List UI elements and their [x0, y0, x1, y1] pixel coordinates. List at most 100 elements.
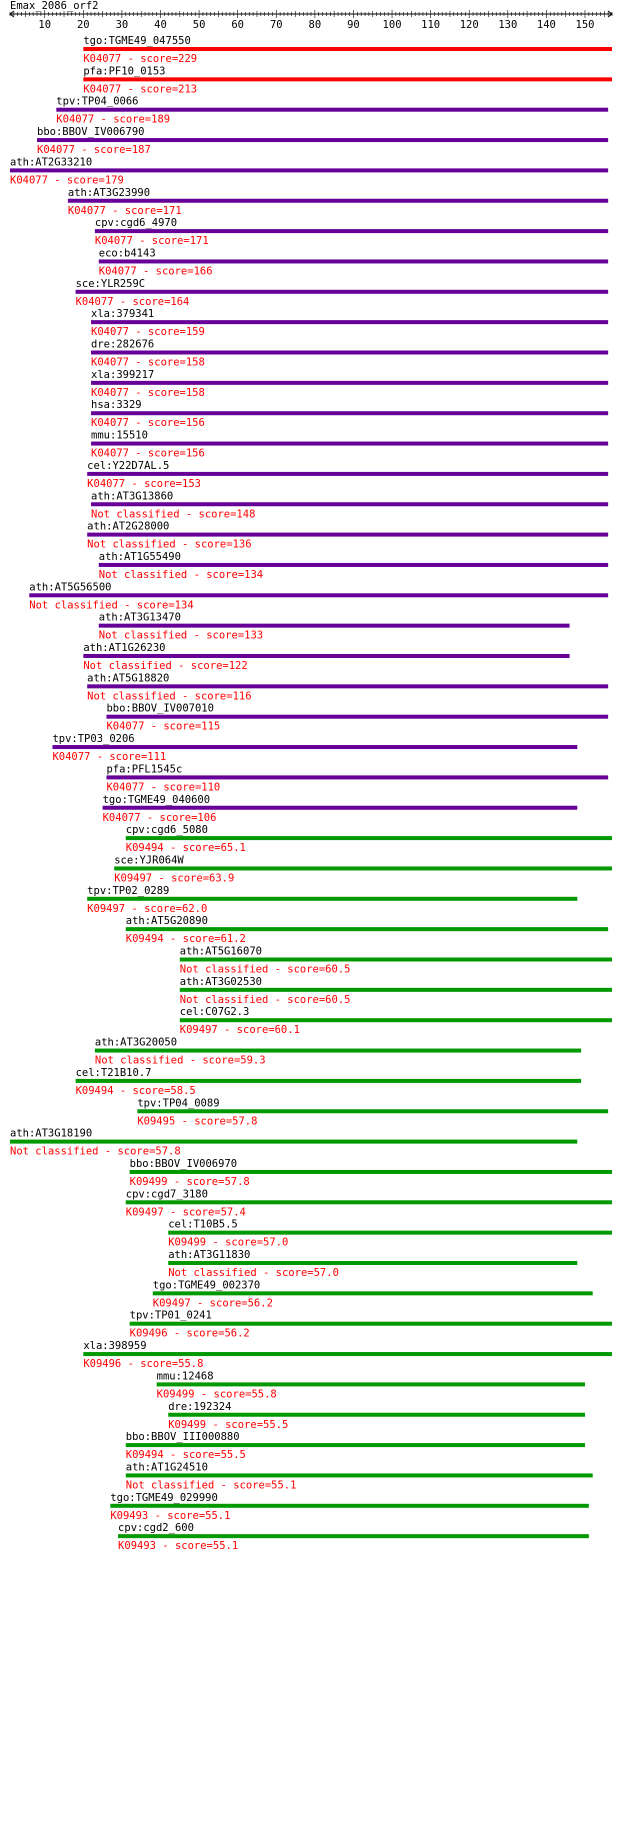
hit-bar[interactable] — [83, 654, 570, 658]
hit-name-link[interactable]: pfa:PFL1545c — [106, 763, 182, 775]
hit-bar[interactable] — [87, 896, 578, 901]
hit-name-link[interactable]: pfa:PF10_0153 — [83, 65, 165, 77]
hit-name-link[interactable]: ath:AT3G18190 — [10, 1128, 92, 1140]
hit-name-link[interactable]: bbo:BBOV_IV007010 — [106, 703, 213, 715]
hit-bar[interactable] — [168, 1261, 578, 1265]
hit-name-link[interactable]: tgo:TGME49_047550 — [83, 35, 190, 47]
hit-name-link[interactable]: xla:379341 — [91, 308, 154, 320]
hit-bar[interactable] — [98, 623, 570, 628]
hit-bar[interactable] — [125, 1200, 613, 1205]
hit-name-link[interactable]: tpv:TP02_0289 — [87, 885, 169, 897]
hit-name-link[interactable]: tpv:TP04_0089 — [137, 1097, 219, 1109]
hit-bar[interactable] — [91, 502, 609, 507]
hit-bar[interactable] — [98, 259, 609, 264]
hit-bar[interactable] — [83, 77, 613, 82]
hit-name-link[interactable]: tgo:TGME49_040600 — [103, 794, 210, 806]
hit-bar[interactable] — [67, 198, 609, 203]
hit-name-link[interactable]: ath:AT3G23990 — [68, 187, 150, 199]
hit-bar[interactable] — [125, 1473, 593, 1478]
hit-name-link[interactable]: eco:b4143 — [99, 247, 156, 259]
hit-name-link[interactable]: sce:YJR064W — [114, 854, 184, 866]
hit-name-link[interactable]: xla:399217 — [91, 369, 154, 381]
hit-name-link[interactable]: cel:Y22D7AL.5 — [87, 460, 169, 472]
hit-bar[interactable] — [106, 775, 609, 780]
hit-bar[interactable] — [52, 745, 578, 750]
hit-bar[interactable] — [91, 411, 609, 416]
hit-name-link[interactable]: dre:192324 — [168, 1401, 231, 1413]
hit-name-link[interactable]: ath:AT2G33210 — [10, 156, 92, 168]
hit-bar[interactable] — [137, 1109, 609, 1114]
hit-name-link[interactable]: dre:282676 — [91, 339, 154, 351]
hit-bar[interactable] — [91, 380, 609, 385]
hit-bar[interactable] — [10, 168, 609, 173]
hit-bar[interactable] — [37, 138, 609, 143]
hit-bar[interactable] — [125, 836, 613, 841]
hit-name-link[interactable]: tpv:TP04_0066 — [56, 96, 138, 108]
hit-bar[interactable] — [152, 1291, 593, 1296]
hit-name-link[interactable]: tgo:TGME49_002370 — [153, 1279, 260, 1291]
hit-name-link[interactable]: sce:YLR259C — [76, 278, 146, 290]
hit-bar[interactable] — [10, 1139, 578, 1144]
hit-bar[interactable] — [29, 593, 609, 598]
hit-bar[interactable] — [125, 1443, 585, 1448]
hit-name-link[interactable]: tgo:TGME49_029990 — [110, 1492, 217, 1504]
hit-bar[interactable] — [83, 1352, 613, 1357]
hit-name-link[interactable]: cel:T10B5.5 — [168, 1219, 238, 1231]
hit-name-link[interactable]: ath:AT2G28000 — [87, 521, 169, 533]
hit-name-link[interactable]: cpv:cgd6_4970 — [95, 217, 177, 229]
hit-bar[interactable] — [129, 1321, 612, 1326]
hit-bar[interactable] — [114, 866, 612, 871]
hit-bar[interactable] — [91, 320, 609, 325]
hit-bar[interactable] — [129, 1169, 612, 1174]
hit-name-link[interactable]: hsa:3329 — [91, 399, 142, 411]
hit-bar[interactable] — [94, 229, 609, 234]
hit-bar[interactable] — [118, 1534, 589, 1539]
hit-bar[interactable] — [110, 1503, 589, 1508]
hit-name-link[interactable]: mmu:12468 — [157, 1370, 214, 1382]
hit-bar[interactable] — [106, 714, 609, 719]
hit-bar[interactable] — [75, 289, 609, 294]
hit-bar[interactable] — [179, 957, 613, 962]
hit-bar[interactable] — [91, 350, 609, 355]
hit-bar[interactable] — [125, 927, 609, 932]
hit-bar[interactable] — [91, 441, 609, 446]
hit-name-link[interactable]: ath:AT3G02530 — [180, 976, 262, 988]
hit-name-link[interactable]: ath:AT5G18820 — [87, 672, 169, 684]
hit-bar[interactable] — [87, 532, 609, 537]
hit-name-link[interactable]: tpv:TP01_0241 — [130, 1310, 212, 1322]
hit-name-link[interactable]: mmu:15510 — [91, 430, 148, 442]
hit-bar[interactable] — [179, 987, 613, 992]
hit-bar[interactable] — [75, 1078, 582, 1083]
hit-name-link[interactable]: ath:AT3G11830 — [168, 1249, 250, 1261]
hit-name-link[interactable]: bbo:BBOV_IV006970 — [130, 1158, 237, 1170]
hit-name-link[interactable]: xla:398959 — [83, 1340, 146, 1352]
hit-bar[interactable] — [179, 1018, 613, 1023]
hit-name-link[interactable]: cel:C07G2.3 — [180, 1006, 250, 1018]
hit-bar[interactable] — [56, 107, 609, 112]
hit-name-link[interactable]: cpv:cgd6_5080 — [126, 824, 208, 836]
hit-name-link[interactable]: cpv:cgd7_3180 — [126, 1188, 208, 1200]
hit-bar[interactable] — [156, 1382, 585, 1387]
hit-bar[interactable] — [168, 1230, 612, 1235]
hit-name-link[interactable]: ath:AT3G13860 — [91, 490, 173, 502]
hit-name-link[interactable]: bbo:BBOV_III000880 — [126, 1431, 240, 1443]
hit-name-link[interactable]: ath:AT1G26230 — [83, 642, 165, 654]
hit-name-link[interactable]: ath:AT5G20890 — [126, 915, 208, 927]
hit-name-link[interactable]: ath:AT1G55490 — [99, 551, 181, 563]
hit-name-link[interactable]: ath:AT3G13470 — [99, 612, 181, 624]
hit-bar[interactable] — [94, 1048, 582, 1053]
hit-bar[interactable] — [83, 47, 613, 51]
hit-bar[interactable] — [168, 1412, 585, 1417]
hit-bar[interactable] — [102, 805, 578, 810]
hit-name-link[interactable]: ath:AT5G16070 — [180, 946, 262, 958]
hit-name-link[interactable]: bbo:BBOV_IV006790 — [37, 126, 144, 138]
hit-name-link[interactable]: ath:AT5G56500 — [29, 581, 111, 593]
hit-bar[interactable] — [87, 684, 609, 689]
hit-bar[interactable] — [98, 562, 609, 567]
hit-name-link[interactable]: tpv:TP03_0206 — [52, 733, 134, 745]
hit-name-link[interactable]: cpv:cgd2_600 — [118, 1522, 194, 1534]
hit-bar[interactable] — [87, 471, 609, 476]
hit-name-link[interactable]: cel:T21B10.7 — [76, 1067, 152, 1079]
hit-name-link[interactable]: ath:AT3G20050 — [95, 1037, 177, 1049]
hit-name-link[interactable]: ath:AT1G24510 — [126, 1461, 208, 1473]
